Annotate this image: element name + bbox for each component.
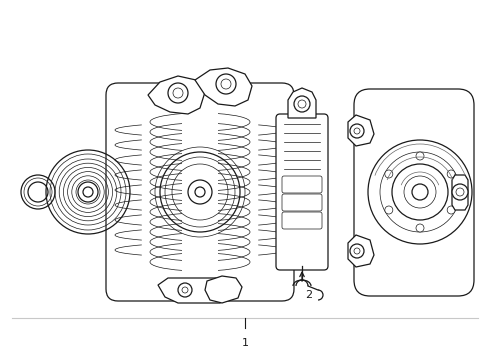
Circle shape bbox=[452, 184, 468, 200]
Circle shape bbox=[350, 124, 364, 138]
Text: 1: 1 bbox=[242, 338, 248, 348]
Circle shape bbox=[178, 283, 192, 297]
Text: 2: 2 bbox=[305, 290, 312, 300]
FancyBboxPatch shape bbox=[106, 83, 294, 301]
Circle shape bbox=[447, 170, 455, 178]
Polygon shape bbox=[288, 88, 316, 118]
Circle shape bbox=[195, 187, 205, 197]
Circle shape bbox=[83, 187, 93, 197]
FancyBboxPatch shape bbox=[354, 89, 474, 296]
Polygon shape bbox=[452, 175, 468, 210]
Circle shape bbox=[385, 206, 393, 214]
Circle shape bbox=[412, 184, 428, 200]
Circle shape bbox=[216, 74, 236, 94]
Circle shape bbox=[447, 206, 455, 214]
Polygon shape bbox=[148, 76, 205, 114]
Polygon shape bbox=[158, 278, 230, 303]
Circle shape bbox=[294, 96, 310, 112]
Polygon shape bbox=[195, 68, 252, 106]
FancyBboxPatch shape bbox=[282, 212, 322, 229]
FancyBboxPatch shape bbox=[276, 114, 328, 270]
Circle shape bbox=[368, 140, 472, 244]
Polygon shape bbox=[348, 115, 374, 146]
Circle shape bbox=[385, 170, 393, 178]
Circle shape bbox=[416, 152, 424, 160]
FancyBboxPatch shape bbox=[282, 176, 322, 193]
Polygon shape bbox=[205, 276, 242, 303]
Polygon shape bbox=[348, 235, 374, 267]
Circle shape bbox=[416, 224, 424, 232]
Circle shape bbox=[350, 244, 364, 258]
FancyBboxPatch shape bbox=[282, 194, 322, 211]
Circle shape bbox=[168, 83, 188, 103]
